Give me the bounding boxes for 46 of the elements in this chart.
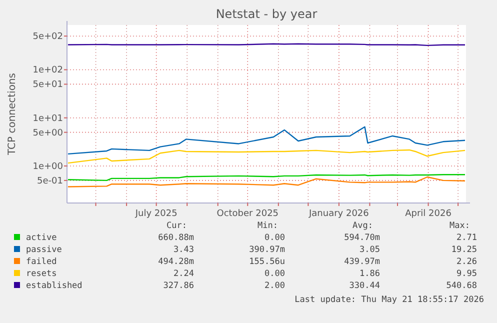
x-tick-label: April 2026 — [405, 209, 452, 219]
text: Min: — [258, 221, 278, 231]
text: 660.88m — [158, 233, 194, 243]
text: 155.56u — [249, 257, 285, 267]
y-tick-label: 1e+02 — [32, 66, 63, 76]
text: 3.43 — [174, 245, 194, 255]
text: 2.00 — [264, 281, 285, 291]
line-series — [67, 176, 466, 188]
x-tick-label: October 2025 — [216, 209, 279, 219]
text: 439.97m — [344, 257, 380, 267]
text: 540.68 — [446, 281, 477, 291]
legend-label: failed — [26, 257, 57, 267]
text: 2.71 — [456, 233, 477, 243]
x-tick-label: July 2025 — [134, 209, 178, 219]
line-series — [67, 149, 466, 164]
text: 2.24 — [174, 269, 194, 279]
text: 0.00 — [264, 269, 285, 279]
y-tick-label: 1e+01 — [32, 114, 63, 124]
text: 1.86 — [360, 269, 380, 279]
y-tick-label: 1e+00 — [32, 162, 64, 172]
text: 19.25 — [451, 245, 477, 255]
x-tick-label: January 2026 — [308, 209, 370, 219]
y-tick-label: 5e+02 — [32, 32, 63, 42]
legend-label: passive — [26, 245, 62, 255]
text: 3.05 — [360, 245, 380, 255]
text: 0.00 — [264, 233, 285, 243]
text: 330.44 — [349, 281, 380, 291]
text: 9.95 — [456, 269, 477, 279]
legend-label: resets — [26, 269, 57, 279]
text: 594.70m — [344, 233, 380, 243]
line-series — [67, 126, 466, 155]
y-axis-title: TCP connections — [7, 72, 18, 156]
chart-title: Netstat - by year — [216, 7, 318, 21]
text: Max: — [450, 221, 470, 231]
y-tick-label: 5e+01 — [32, 80, 63, 90]
text: Cur: — [166, 221, 187, 231]
y-tick-label: 5e+00 — [32, 128, 64, 138]
text: Avg: — [352, 221, 373, 231]
text: 2.26 — [456, 257, 477, 267]
text: 494.28m — [158, 257, 194, 267]
legend-label: active — [26, 233, 57, 243]
text: 390.97m — [249, 245, 285, 255]
text: 327.86 — [163, 281, 194, 291]
legend-label: established — [26, 281, 82, 291]
text: Last update: Thu May 21 18:55:17 2026 — [294, 295, 484, 305]
y-tick-label: 5e-01 — [37, 176, 63, 186]
